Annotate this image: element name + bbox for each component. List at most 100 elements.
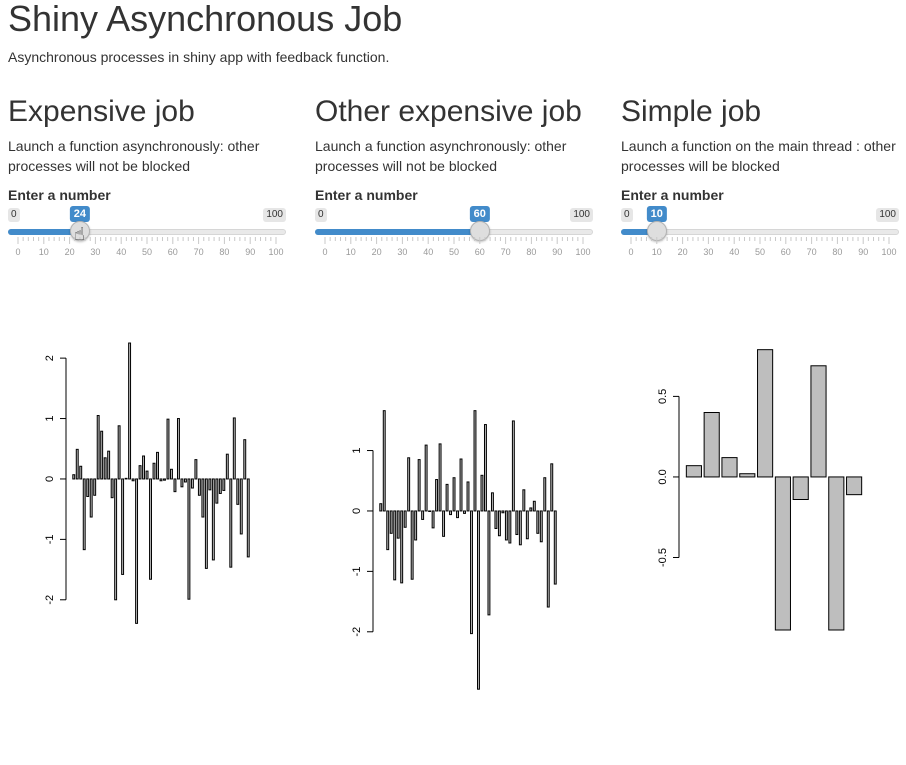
bar <box>128 342 132 480</box>
bar <box>494 510 498 529</box>
slider-tick-label: 90 <box>552 247 562 257</box>
bar <box>232 417 236 480</box>
hand-cursor-icon: ☝ <box>74 224 85 244</box>
slider-ticks: 0 10 20 30 40 50 60 70 80 90 100 <box>322 237 591 257</box>
y-tick-label: -0.5 <box>657 548 669 567</box>
bar <box>142 455 146 480</box>
bar <box>159 478 163 482</box>
slider-min-label: 0 <box>621 208 633 222</box>
bar <box>393 510 397 581</box>
slider-tick-label: 100 <box>268 247 283 257</box>
y-tick-label: -2 <box>44 595 56 605</box>
number-slider[interactable]: 0 100 10 0 10 20 30 40 50 60 70 80 90 100 <box>621 206 899 270</box>
bar <box>483 424 487 512</box>
bar <box>72 474 76 480</box>
bar <box>170 468 173 480</box>
slider-tick-label: 70 <box>194 247 204 257</box>
slider-ticks: 0 10 20 30 40 50 60 70 80 90 100 <box>628 237 897 257</box>
bar <box>201 478 205 518</box>
bar <box>424 444 428 512</box>
bar <box>438 443 442 512</box>
number-slider[interactable]: 0 100 24 0 10 20 30 40 50 60 70 80 90 100 ☝ <box>8 206 286 270</box>
slider-tick-label: 80 <box>526 247 536 257</box>
bar <box>194 459 198 480</box>
slider-tick-label: 50 <box>142 247 152 257</box>
bar <box>156 451 159 480</box>
bar <box>89 478 93 518</box>
slider-tick-label: 10 <box>39 247 49 257</box>
slider-tick-label: 30 <box>397 247 407 257</box>
slider-value-label: 60 <box>469 206 490 222</box>
bar <box>739 473 756 478</box>
y-tick-label: -1 <box>44 534 56 544</box>
panel-description: Launch a function on the main thread : o… <box>621 138 896 174</box>
bar <box>382 410 386 512</box>
slider-tick-label: 0 <box>15 247 20 257</box>
bar <box>501 510 505 514</box>
bar <box>222 478 226 491</box>
panel-description: Launch a function asynchronously: other … <box>8 138 260 174</box>
bar <box>166 418 170 480</box>
bar <box>246 478 250 558</box>
panel-description: Launch a function asynchronously: other … <box>315 138 567 174</box>
bar <box>421 510 425 520</box>
bar <box>846 476 863 496</box>
bar <box>539 510 543 543</box>
bar <box>82 478 86 551</box>
slider-min-label: 0 <box>315 208 327 222</box>
bar <box>757 349 774 478</box>
bar <box>190 478 194 489</box>
bar <box>173 478 177 493</box>
slider-tick-label: 0 <box>322 247 327 257</box>
bar-chart-expensive-job: -2 -1 0 1 2 <box>44 342 250 624</box>
bar-chart-other-expensive-job: -2 -1 0 1 <box>351 410 557 690</box>
bar <box>810 365 827 478</box>
slider-tick-label: 90 <box>245 247 255 257</box>
bar <box>536 510 540 534</box>
bar <box>543 477 547 512</box>
bar <box>79 465 83 480</box>
page-subtitle: Asynchronous processes in shiny app with… <box>8 49 390 65</box>
slider-tick-label: 80 <box>832 247 842 257</box>
bar <box>487 510 491 616</box>
slider-min-label: 0 <box>8 208 20 222</box>
bar <box>452 477 456 512</box>
bar <box>525 510 529 540</box>
bar <box>243 439 247 480</box>
bar <box>204 478 208 569</box>
bar <box>236 478 240 505</box>
slider-fill <box>621 229 657 235</box>
bar <box>86 478 90 497</box>
number-input-label: Enter a number <box>315 187 418 203</box>
slider-tick-label: 60 <box>781 247 791 257</box>
bar <box>480 474 484 512</box>
bar <box>445 483 449 512</box>
slider-tick-label: 70 <box>501 247 511 257</box>
bar <box>218 478 222 494</box>
slider-value-label: 24 <box>69 206 91 222</box>
slider-tick-label: 100 <box>881 247 896 257</box>
bar <box>400 510 404 584</box>
bar <box>685 465 702 478</box>
panel-simple-job: Simple job Launch a function on the main… <box>621 95 899 270</box>
number-slider[interactable]: 0 100 60 0 10 20 30 40 50 60 70 80 90 100 <box>315 206 593 270</box>
bar <box>75 448 79 480</box>
bar <box>208 478 212 491</box>
slider-fill <box>315 229 480 235</box>
bar <box>522 489 526 512</box>
slider-tick-label: 20 <box>678 247 688 257</box>
bar <box>449 510 453 516</box>
y-tick-label: 0 <box>351 508 363 514</box>
y-tick-label: 0 <box>44 476 56 482</box>
bar <box>431 510 435 529</box>
bar <box>183 478 187 483</box>
bar <box>504 510 508 541</box>
slider-tick-label: 50 <box>755 247 765 257</box>
bar <box>211 478 215 561</box>
bar <box>435 479 439 512</box>
bar <box>131 478 135 482</box>
bar <box>792 476 809 501</box>
bar <box>463 510 466 514</box>
slider-tick-label: 20 <box>65 247 75 257</box>
bar <box>135 478 139 624</box>
